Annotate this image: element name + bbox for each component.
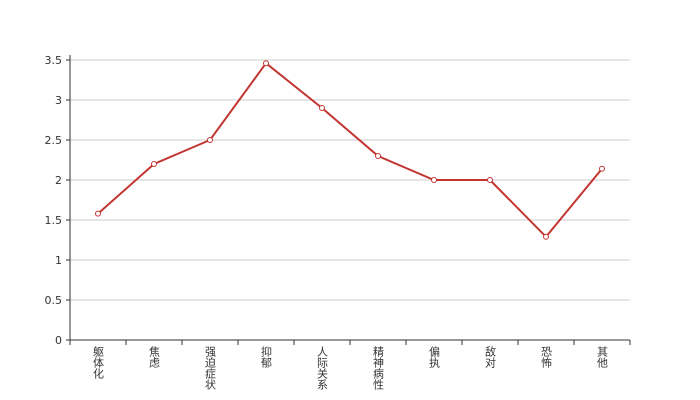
y-tick-label: 0: [55, 334, 62, 347]
y-tick-label: 2.5: [45, 134, 63, 147]
x-tick-label: 抑郁: [260, 345, 273, 368]
x-tick-label: 人际关系: [316, 346, 329, 390]
y-tick-label: 1.5: [45, 214, 63, 227]
point: [543, 233, 549, 240]
point: [207, 137, 213, 143]
point: [263, 60, 269, 67]
y-tick-label: 3: [55, 94, 62, 107]
x-tick-label: 偏执: [428, 345, 441, 369]
point: [319, 105, 325, 111]
x-tick-label: 其他: [596, 346, 609, 368]
y-tick-label: 1: [55, 254, 62, 267]
point: [151, 161, 157, 167]
x-tick-label: 强迫症状: [204, 346, 217, 390]
point: [487, 177, 493, 183]
point: [95, 210, 101, 217]
point: [599, 165, 605, 172]
x-tick-label: 精神病性: [372, 346, 385, 391]
y-tick-label: 0.5: [45, 294, 63, 307]
line: [97, 61, 603, 239]
x-tick-label: 焦虑: [148, 346, 161, 368]
x-tick-label: 躯体化: [92, 346, 105, 380]
point: [431, 177, 437, 183]
y-tick-label: 3.5: [45, 54, 63, 67]
x-tick-label: 敌对: [484, 345, 497, 368]
point: [375, 153, 381, 159]
x-tick-label: 恐怖: [540, 346, 553, 368]
y-tick-label: 2: [55, 174, 62, 187]
